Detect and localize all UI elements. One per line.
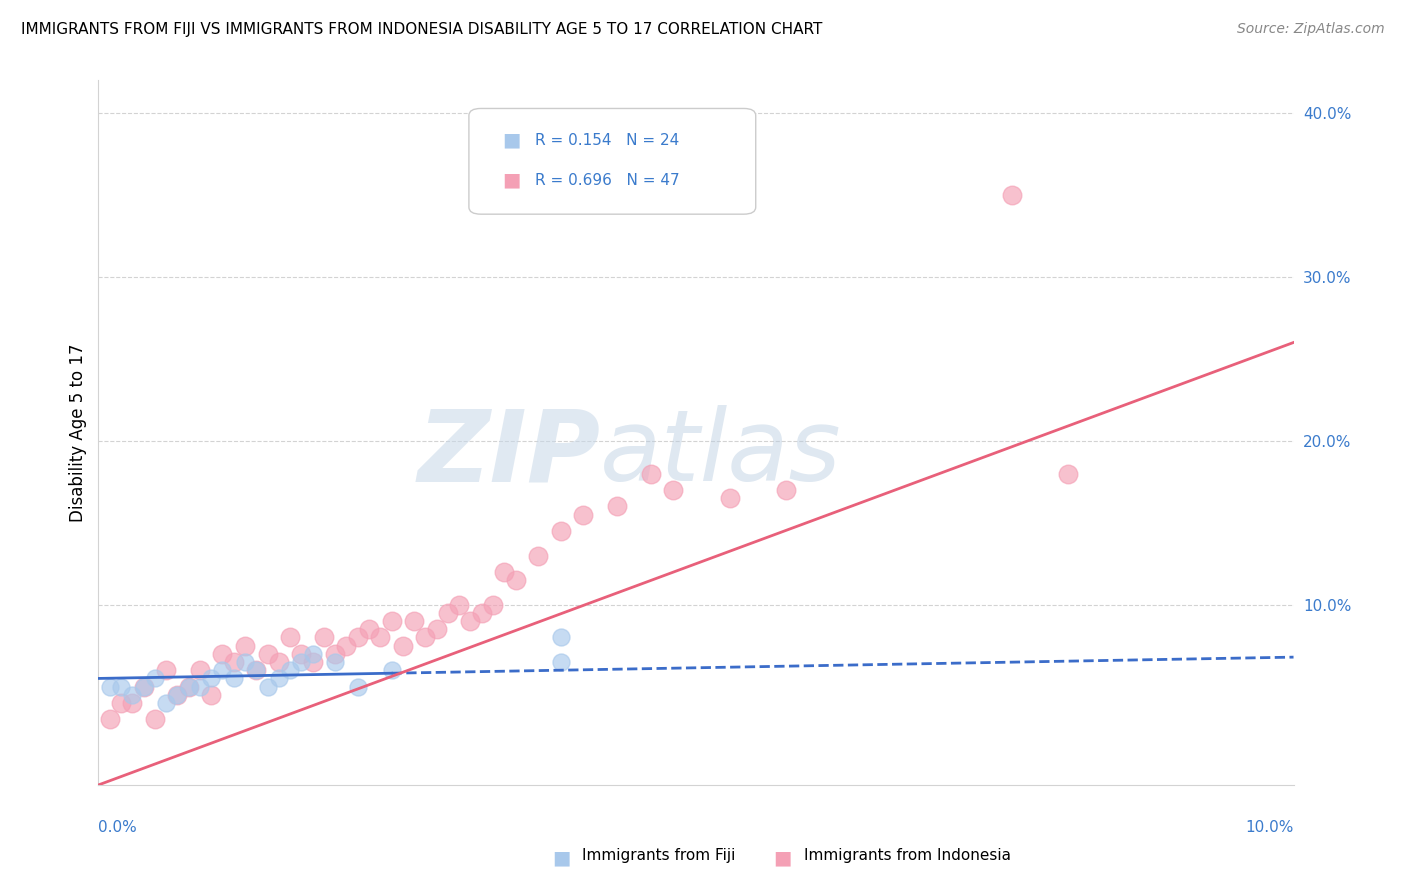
Point (482, 598, 505, 612)
Point (323, 655, 346, 669)
Point (1057, 467, 1080, 481)
Text: ■: ■ (773, 848, 792, 867)
Point (505, 573, 527, 587)
Point (550, 655, 572, 669)
Point (188, 663, 211, 677)
Point (380, 663, 402, 677)
Point (121, 696, 143, 710)
Point (245, 663, 267, 677)
Point (775, 483, 797, 497)
Point (460, 614, 482, 628)
Point (267, 655, 290, 669)
Point (143, 713, 166, 727)
Point (437, 606, 460, 620)
Text: IMMIGRANTS FROM FIJI VS IMMIGRANTS FROM INDONESIA DISABILITY AGE 5 TO 17 CORRELA: IMMIGRANTS FROM FIJI VS IMMIGRANTS FROM … (21, 22, 823, 37)
Point (211, 663, 233, 677)
Text: ZIP: ZIP (418, 405, 600, 502)
Point (426, 622, 449, 636)
Point (606, 500, 628, 514)
Point (290, 647, 312, 661)
Point (380, 614, 402, 628)
Point (188, 680, 211, 694)
Text: 10.0%: 10.0% (1246, 821, 1294, 835)
Point (245, 663, 267, 677)
Point (155, 663, 177, 677)
Point (256, 680, 278, 694)
Point (550, 524, 572, 538)
Point (155, 696, 177, 710)
Point (415, 631, 437, 645)
Point (143, 672, 166, 686)
Point (1001, 188, 1024, 202)
Point (640, 467, 662, 481)
Point (662, 483, 685, 497)
Point (110, 680, 132, 694)
Point (301, 655, 323, 669)
Point (267, 672, 290, 686)
Text: ■: ■ (502, 171, 520, 190)
Point (233, 639, 256, 653)
Point (166, 688, 188, 702)
Text: ■: ■ (502, 130, 520, 150)
Text: atlas: atlas (600, 405, 842, 502)
Point (290, 655, 312, 669)
Text: R = 0.154   N = 24: R = 0.154 N = 24 (534, 133, 679, 148)
Text: Source: ZipAtlas.com: Source: ZipAtlas.com (1237, 22, 1385, 37)
Point (110, 696, 132, 710)
Point (98, 680, 121, 694)
Point (335, 639, 357, 653)
Point (392, 639, 415, 653)
Point (132, 680, 155, 694)
Point (301, 647, 323, 661)
Point (449, 598, 471, 612)
Text: 0.0%: 0.0% (98, 821, 138, 835)
Point (222, 672, 245, 686)
Point (471, 606, 494, 620)
Point (233, 655, 256, 669)
Point (346, 631, 368, 645)
Point (177, 680, 200, 694)
Point (346, 680, 368, 694)
Point (494, 565, 516, 579)
Point (177, 680, 200, 694)
Point (718, 491, 741, 505)
Point (278, 663, 301, 677)
Point (200, 688, 222, 702)
Text: ■: ■ (553, 848, 571, 867)
Point (278, 631, 301, 645)
Point (312, 631, 335, 645)
Y-axis label: Disability Age 5 to 17: Disability Age 5 to 17 (69, 343, 87, 522)
Text: Immigrants from Fiji: Immigrants from Fiji (582, 848, 735, 863)
Point (121, 688, 143, 702)
Point (357, 622, 380, 636)
Point (256, 647, 278, 661)
Point (323, 647, 346, 661)
FancyBboxPatch shape (470, 109, 756, 214)
Point (572, 508, 595, 522)
Point (166, 688, 188, 702)
Text: R = 0.696   N = 47: R = 0.696 N = 47 (534, 173, 679, 188)
Point (368, 631, 391, 645)
Point (550, 631, 572, 645)
Point (98, 713, 121, 727)
Point (222, 655, 245, 669)
Text: Immigrants from Indonesia: Immigrants from Indonesia (804, 848, 1011, 863)
Point (132, 680, 155, 694)
Point (200, 672, 222, 686)
Point (404, 614, 426, 628)
Point (527, 549, 550, 563)
Point (211, 647, 233, 661)
